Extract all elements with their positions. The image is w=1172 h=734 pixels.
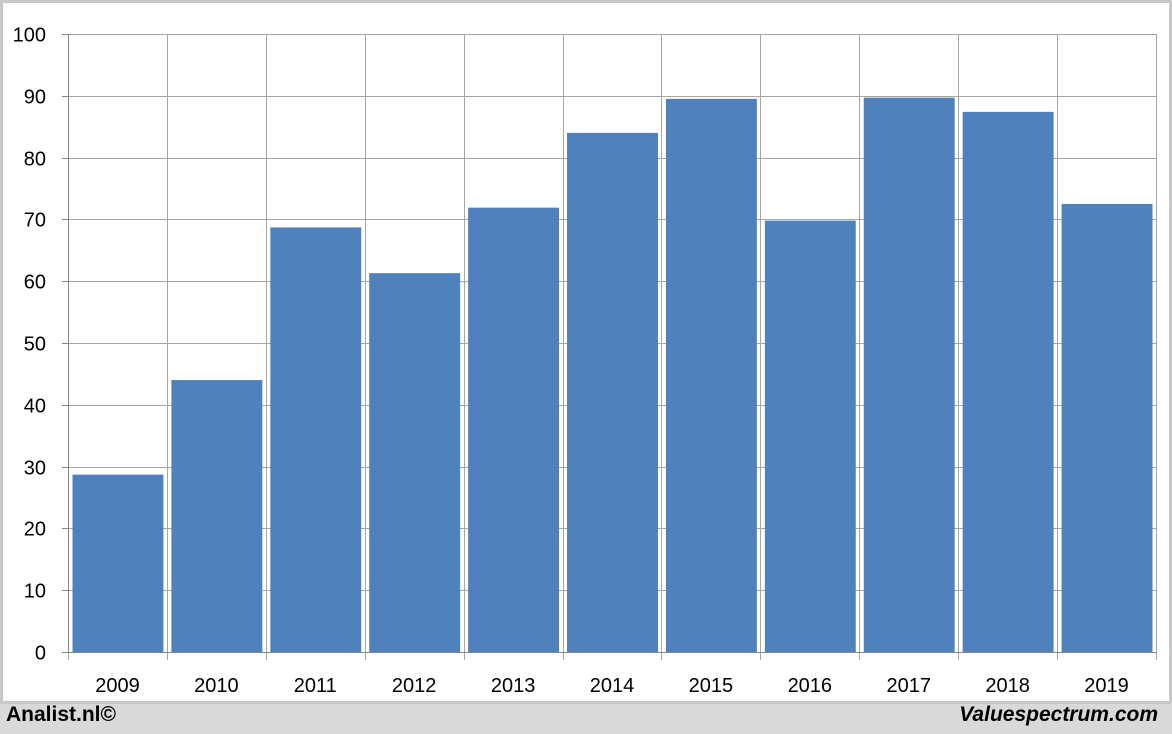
y-tick-label: 40: [24, 396, 46, 418]
y-tick-label: 50: [24, 334, 46, 356]
bar-2018: [962, 111, 1054, 653]
x-tick-label: 2016: [788, 675, 833, 697]
bar-2014: [567, 132, 658, 652]
y-tick-label: 80: [24, 149, 46, 171]
y-tick-label: 20: [24, 519, 46, 541]
x-tick-label: 2012: [392, 675, 437, 697]
x-tick-label: 2014: [590, 675, 635, 697]
bar-2015: [665, 98, 757, 652]
bar-2009: [72, 474, 164, 652]
bar-2013: [468, 207, 560, 652]
y-tick-label: 90: [24, 87, 46, 109]
x-tick-label: 2011: [294, 675, 337, 697]
bar-2016: [764, 220, 856, 653]
x-tick-label: 2010: [194, 675, 239, 697]
bar-2017: [863, 97, 955, 653]
y-tick-label: 60: [24, 272, 46, 294]
x-tick-label: 2013: [491, 675, 536, 697]
footer-brand-left: Analist.nl©: [6, 703, 116, 726]
y-tick-label: 30: [24, 458, 46, 480]
bars: [72, 97, 1153, 653]
bar-2012: [369, 273, 461, 652]
x-tick-label: 2017: [886, 675, 931, 697]
bar-2010: [171, 380, 263, 652]
bar-2011: [270, 227, 362, 652]
x-tick-label: 2015: [689, 675, 734, 697]
y-tick-label: 100: [13, 25, 46, 47]
y-tick-label: 10: [24, 581, 46, 603]
footer-brand-right: Valuespectrum.com: [959, 703, 1158, 726]
tick-labels: 0 10 20 30 40 50 60 70 80 90 100 2009 2010 2011 2012 20…: [13, 25, 1129, 698]
bar-chart: 0 10 20 30 40 50 60 70 80 90 100 2009 2010 2011 2012 20…: [13, 25, 1157, 698]
bar-2019: [1061, 203, 1153, 652]
x-tick-label: 2019: [1084, 675, 1129, 697]
axes: [62, 34, 1156, 653]
x-tick-label: 2009: [95, 675, 140, 697]
y-tick-label: 70: [24, 210, 46, 232]
x-tick-label: 2018: [985, 675, 1030, 697]
y-tick-label: 0: [35, 643, 46, 665]
